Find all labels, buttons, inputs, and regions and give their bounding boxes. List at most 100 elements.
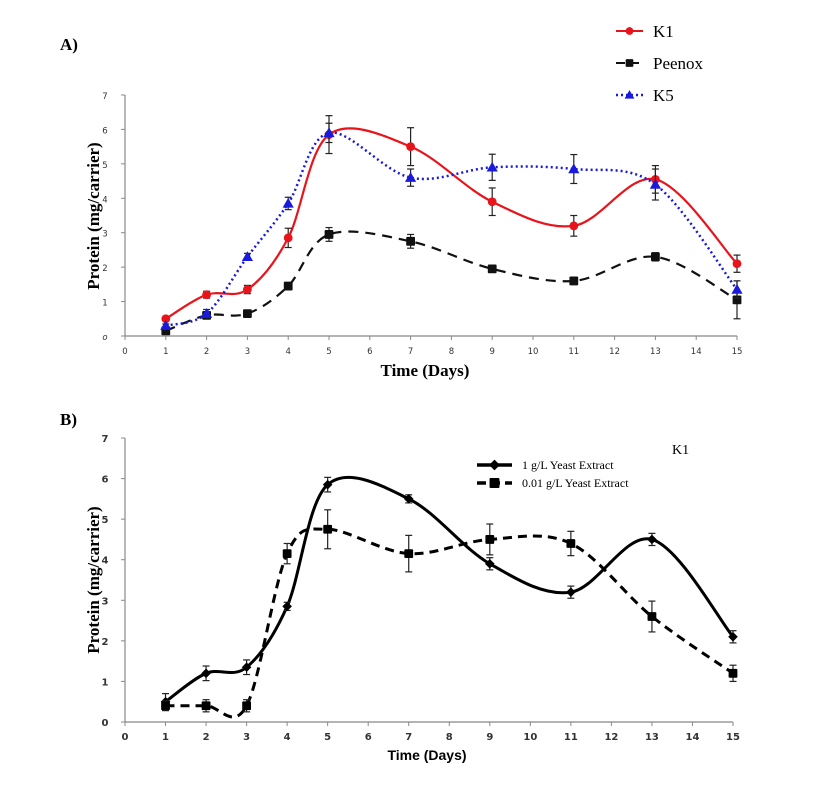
series-peenox — [161, 226, 742, 336]
data-point — [647, 612, 657, 621]
x-tick-label: 10 — [528, 347, 539, 357]
data-point — [201, 701, 211, 711]
legend-item: 0.01 g/L Yeast Extract — [477, 476, 629, 490]
panel-a-legend: K1 Peenox K5 — [616, 22, 704, 105]
data-point — [485, 558, 495, 569]
y-tick-label: 5 — [102, 161, 107, 171]
data-point — [241, 662, 252, 673]
legend-item: K5 — [616, 86, 674, 105]
x-tick-label: 0 — [122, 732, 129, 743]
x-tick-label: 2 — [203, 732, 210, 743]
data-point — [324, 230, 334, 239]
x-tick-label: 3 — [245, 347, 250, 357]
data-point — [732, 259, 742, 269]
legend-label: Peenox — [653, 54, 704, 73]
data-point — [282, 549, 292, 559]
y-tick-label: 5 — [102, 515, 109, 526]
data-point — [323, 127, 335, 138]
y-tick-label: 1 — [102, 299, 107, 309]
x-tick-label: 1 — [163, 347, 168, 357]
data-point — [649, 178, 661, 189]
data-point — [283, 233, 293, 243]
legend-marker — [625, 27, 634, 35]
data-point — [404, 549, 414, 559]
x-tick-label: 4 — [284, 732, 291, 743]
panel-a-x-axis-title: Time (Days) — [381, 361, 470, 380]
x-tick-label: 5 — [326, 347, 331, 357]
data-point — [241, 251, 253, 262]
panel-b-legend: 1 g/L Yeast Extract 0.01 g/L Yeast Extrac… — [477, 458, 629, 490]
x-tick-label: 2 — [204, 347, 209, 357]
data-point — [403, 494, 414, 504]
x-tick-label: 15 — [732, 347, 743, 357]
y-tick-label: 3 — [102, 230, 107, 240]
y-tick-label: 3 — [102, 596, 109, 607]
panel-a-series — [160, 115, 743, 336]
legend-item: K1 — [616, 22, 674, 41]
x-tick-label: 11 — [568, 347, 579, 357]
data-point — [160, 320, 172, 330]
series-line — [164, 475, 735, 703]
data-point — [282, 601, 292, 612]
y-tick-label: 6 — [102, 475, 109, 486]
x-tick-label: 14 — [691, 347, 702, 357]
x-tick-label: 11 — [564, 732, 578, 743]
legend-marker — [625, 59, 634, 67]
data-point — [202, 290, 212, 300]
data-point — [566, 539, 576, 548]
data-point — [568, 163, 580, 174]
x-tick-label: 13 — [645, 732, 659, 743]
legend-label: 0.01 g/L Yeast Extract — [522, 476, 629, 490]
series-line — [165, 230, 738, 332]
data-point — [406, 236, 415, 246]
data-point — [201, 668, 211, 679]
y-tick-label: 7 — [102, 92, 107, 102]
data-point — [569, 221, 579, 231]
legend-label: K5 — [653, 86, 674, 105]
legend-label: K1 — [653, 22, 674, 41]
data-point — [283, 281, 293, 291]
data-point — [566, 587, 576, 597]
data-point — [243, 285, 252, 294]
x-tick-label: 6 — [365, 732, 372, 743]
panel-b-annotation: K1 — [672, 443, 689, 458]
y-tick-label: 7 — [102, 434, 109, 445]
series-k5 — [160, 122, 743, 330]
data-point — [487, 264, 497, 274]
data-point — [406, 142, 415, 152]
data-point — [243, 309, 252, 319]
data-point — [323, 524, 333, 534]
y-tick-label: 0 — [102, 718, 109, 729]
x-tick-label: 9 — [486, 732, 493, 743]
legend-label: 1 g/L Yeast Extract — [522, 458, 614, 472]
panel-b-y-axis-title: Protein (mg/carrier) — [84, 506, 103, 653]
panel-a-y-axis-title: Protein (mg/carrier) — [84, 142, 103, 289]
data-point — [322, 479, 333, 490]
x-tick-label: 7 — [408, 347, 413, 357]
x-tick-label: 10 — [523, 732, 537, 743]
series-line — [165, 527, 734, 719]
data-point — [731, 283, 743, 294]
y-tick-label: 2 — [102, 637, 109, 648]
x-tick-label: 14 — [686, 732, 700, 743]
x-tick-label: 4 — [285, 347, 290, 357]
y-tick-label: 4 — [102, 195, 107, 205]
y-tick-label: o — [102, 333, 107, 343]
x-tick-label: 12 — [609, 347, 620, 357]
x-tick-label: 15 — [726, 732, 740, 743]
x-tick-label: 7 — [405, 732, 412, 743]
data-point — [161, 314, 171, 324]
series-k1 — [161, 115, 742, 324]
x-tick-label: 13 — [650, 347, 661, 357]
legend-marker — [489, 478, 500, 488]
data-point — [486, 161, 498, 172]
series-line — [165, 131, 738, 327]
data-point — [487, 197, 497, 207]
series-0-01-g-l-yeast-extract — [161, 509, 738, 719]
y-tick-label: 2 — [102, 264, 107, 274]
data-point — [647, 534, 657, 545]
panel-b-series — [160, 475, 738, 719]
